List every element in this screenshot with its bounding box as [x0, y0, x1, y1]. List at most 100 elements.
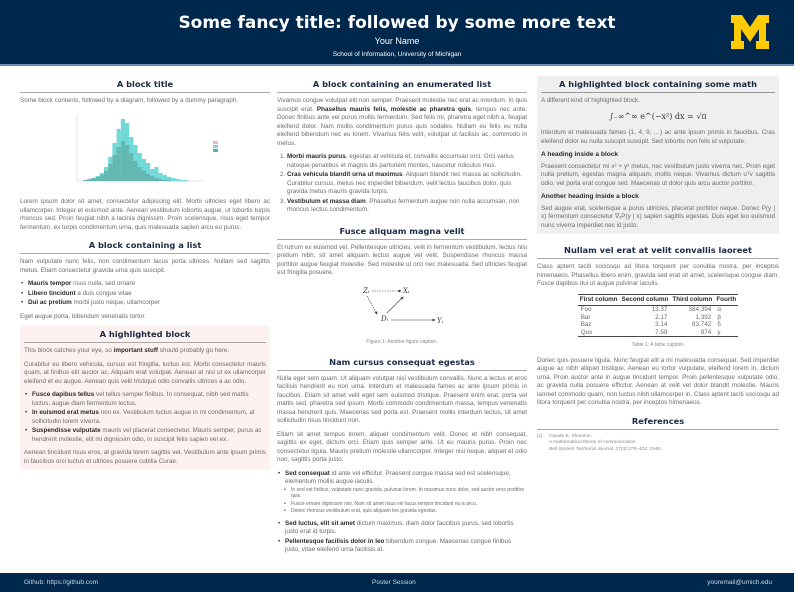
- block-paragraph: Et rutrum ex euismod vel. Pellentesque u…: [277, 243, 527, 277]
- histogram-bar: [171, 177, 176, 181]
- institution: School of Information, University of Mic…: [332, 51, 462, 58]
- list-item: Suspendisse vulputate mauris vel placera…: [25, 427, 266, 444]
- poster-footer: Github: https://github.com Poster Sessio…: [0, 573, 794, 592]
- histogram-bar: [146, 162, 151, 181]
- column-header: Fourth: [714, 294, 739, 306]
- references-block: References [1] Claude E. Shannon. A math…: [537, 413, 779, 454]
- histogram-bar: [162, 179, 167, 181]
- list-item: Sed consequat id ante vel efficitur. Pra…: [278, 470, 527, 515]
- footer-session: Poster Session: [372, 579, 416, 586]
- legend-swatch: [213, 148, 218, 152]
- histogram-bar: [154, 166, 159, 181]
- reference-item: [1] Claude E. Shannon. A mathematical th…: [537, 433, 662, 452]
- column-2: A block containing an enumerated list Vi…: [277, 76, 527, 560]
- figure-caption: Figure 1: Another figure caption.: [366, 339, 438, 345]
- histogram-bar: [91, 177, 96, 181]
- histogram-bar: [120, 140, 125, 181]
- histogram-bar: [108, 163, 113, 181]
- histogram-bar: [146, 173, 151, 181]
- histogram-bar: [175, 178, 180, 181]
- block-title: A block title: [20, 76, 270, 93]
- node-z: Zᵢ: [362, 287, 370, 295]
- block-list: A block containing a list Nam vulputate …: [20, 237, 270, 321]
- histogram-bar: [150, 175, 155, 181]
- table-cell: β: [717, 313, 721, 321]
- poster-header: Some fancy title: followed by some more …: [0, 0, 794, 66]
- numbered-list: Morbi mauris purus, egestas at vehicula …: [287, 153, 527, 215]
- nested-list: In sed est finibus, vulputate nunc gravi…: [284, 487, 527, 515]
- list-item: Libero tincidunt a duis congue vitae: [21, 290, 270, 299]
- block-paragraph: Nulla eget sem quam. Ut aliquam volutpat…: [277, 374, 527, 425]
- histogram-figure: [20, 111, 270, 195]
- list-item: Fusce ornare dignissim nisi. Nam sit ame…: [284, 501, 527, 508]
- inner-heading: Another heading inside a block: [541, 193, 639, 200]
- table-caption: Table 1: A table caption.: [631, 342, 685, 349]
- block-paragraph: A different kind of highlighted block.: [541, 97, 640, 104]
- block-paragraph: Lorem ipsum dolor sit amet, consectetur …: [20, 198, 270, 231]
- table-cell: 1,392: [695, 313, 712, 321]
- node-d: Dᵢ: [380, 315, 389, 323]
- legend-swatch: [213, 140, 218, 144]
- histogram-bar: [167, 179, 172, 181]
- block-title: A highlighted block: [24, 326, 266, 343]
- histogram-bar: [112, 154, 117, 181]
- block-text: Nam cursus consequat egestas Nulla eget …: [277, 354, 527, 555]
- bullet-list: Mauris tempor risus nulla, sed ornare Li…: [21, 280, 270, 308]
- histogram-bar: [104, 170, 109, 181]
- edge-d-x: [386, 296, 404, 313]
- bullet-list: Sed consequat id ante vel efficitur. Pra…: [278, 470, 527, 555]
- histogram-bar: [141, 158, 146, 181]
- histogram-bar: [99, 174, 104, 181]
- list-item: Pellentesque facilisis dolor in leo bibe…: [278, 538, 527, 555]
- block-paragraph: Etiam sit amet tempus lorem, aliquet con…: [277, 430, 527, 464]
- legend-swatch: [213, 144, 218, 148]
- block-paragraph: Curabitur eu libero vehicula, cursus est…: [24, 360, 266, 385]
- table-cell: 83,742: [692, 321, 712, 329]
- inner-heading: A heading inside a block: [541, 151, 619, 158]
- histogram-bar: [133, 160, 138, 181]
- histogram-bar: [162, 174, 167, 181]
- node-y: Yᵢ: [437, 317, 444, 325]
- block-figure: Fusce aliquam magna velit Et rutrum ex e…: [277, 223, 527, 347]
- column-1: A block title Some block contents, follo…: [20, 76, 270, 470]
- math-block: A highlighted block containing some math…: [537, 76, 779, 234]
- node-x: Xᵢ: [402, 287, 410, 295]
- table-block: Nullam vel erat at velit convallis laore…: [537, 242, 779, 408]
- block-title: References: [537, 413, 779, 430]
- histogram-bar: [183, 179, 188, 181]
- list-item: Sed luctus, elit sit amet dictum maximus…: [278, 520, 527, 537]
- footer-github-link[interactable]: Github: https://github.com: [24, 579, 99, 586]
- table-row: Foo 13.37 384,394 α: [578, 306, 739, 314]
- histogram-bar: [154, 177, 159, 181]
- list-item: Morbi mauris purus, egestas at vehicula …: [287, 153, 527, 170]
- highlighted-block: A highlighted block This block catches y…: [20, 326, 270, 470]
- histogram-image: [76, 114, 218, 181]
- list-item: Mauris tempor risus nulla, sed ornare: [21, 280, 270, 289]
- list-item: Vestibulum et massa diam. Phasellus ferm…: [287, 198, 527, 215]
- block-title: Fusce aliquam magna velit: [277, 223, 527, 240]
- table-cell: Foo: [580, 306, 592, 313]
- table-cell: γ: [717, 328, 721, 336]
- footer-email-link[interactable]: youremail@umich.edu: [707, 579, 772, 586]
- data-table: First column Second column Third column …: [577, 293, 739, 338]
- histogram-bar: [83, 179, 88, 181]
- block-title: A block containing a list: [20, 237, 270, 254]
- histogram-bar: [125, 144, 130, 181]
- histogram-bar: [116, 146, 121, 181]
- list-item: Cras vehicula blandit urna ut maximus. A…: [287, 171, 527, 197]
- block-title: A block containing an enumerated list: [277, 76, 527, 93]
- block-paragraph: This block catches your eye, so importan…: [24, 347, 230, 354]
- table-cell: 384,394: [688, 306, 712, 313]
- block-enumerated: A block containing an enumerated list Vi…: [277, 76, 527, 215]
- equation: ∫₋∞^∞ e^(−x²) dx = √π: [609, 111, 707, 121]
- block-paragraph: Class aptent taciti sociosqu ad litora t…: [537, 263, 779, 287]
- block-title: Nullam vel erat at velit convallis laore…: [537, 242, 779, 259]
- histogram-bar: [150, 168, 155, 181]
- block-paragraph: Sed augue erat, scelerisque a purus ultr…: [541, 204, 775, 229]
- list-item: In sed est finibus, vulputate nunc gravi…: [284, 487, 527, 500]
- table-cell: 974: [700, 328, 712, 336]
- histogram-bar: [137, 166, 142, 181]
- author-name: Your Name: [374, 36, 420, 46]
- histogram-bar: [179, 179, 184, 181]
- edge-z-d: [366, 295, 378, 315]
